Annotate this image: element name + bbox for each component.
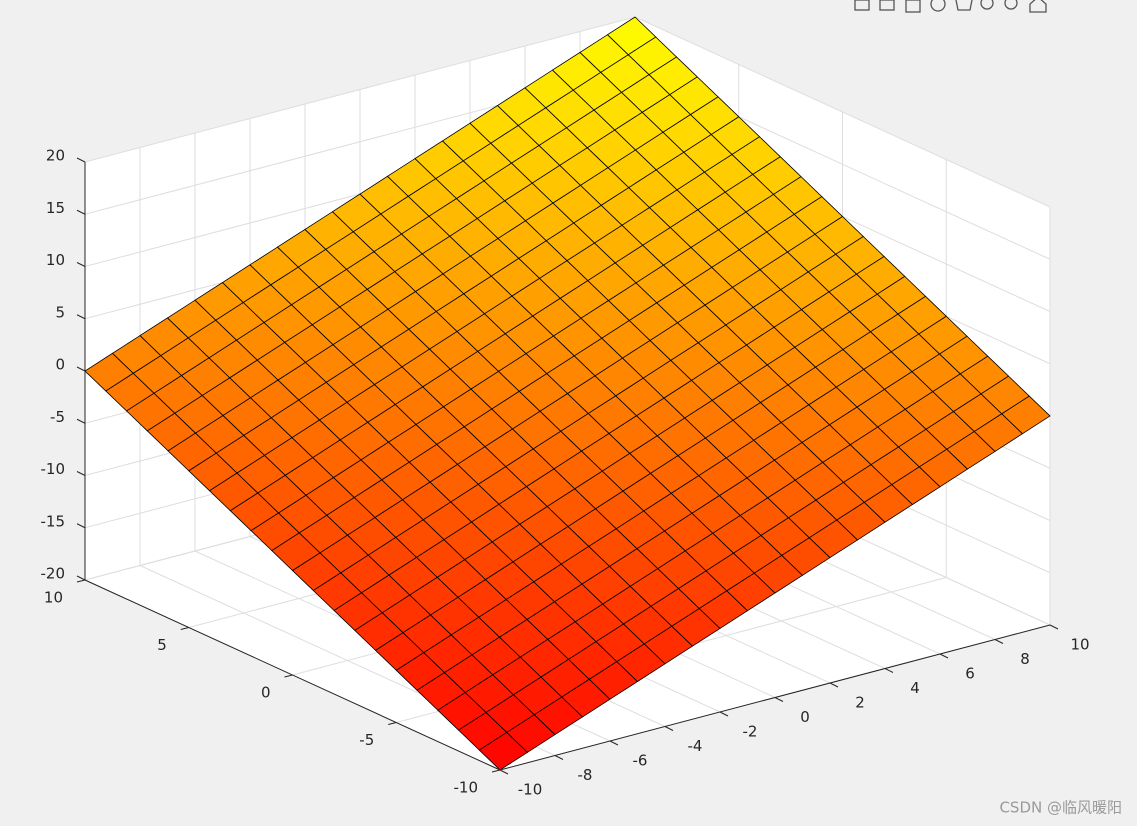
tool-zoom-out[interactable] bbox=[1004, 0, 1018, 10]
z-tick-label: -10 bbox=[41, 460, 66, 478]
z-tick-label: 10 bbox=[46, 251, 65, 269]
grid-line bbox=[84, 16, 636, 163]
x-tick bbox=[664, 726, 674, 731]
x-tick-label: 0 bbox=[800, 708, 810, 726]
grid-line bbox=[634, 16, 1051, 208]
z-tick bbox=[76, 366, 86, 372]
z-tick-label: 20 bbox=[46, 147, 65, 165]
x-tick-label: 4 bbox=[910, 679, 920, 697]
y-tick bbox=[180, 627, 189, 630]
z-tick bbox=[76, 209, 86, 215]
watermark: CSDN @临风暖阳 bbox=[999, 799, 1122, 817]
y-tick-label: 5 bbox=[157, 636, 167, 654]
tool-legend[interactable] bbox=[905, 0, 921, 13]
tool-home[interactable] bbox=[1029, 0, 1047, 13]
z-tick-label: 5 bbox=[55, 303, 65, 321]
y-tick bbox=[388, 722, 397, 725]
y-tick-label: -5 bbox=[359, 731, 374, 749]
axes: -10-8-6-4-20246810-10-50510-20-15-10-505… bbox=[41, 147, 1090, 799]
z-tick bbox=[76, 523, 86, 529]
x-tick-label: -8 bbox=[578, 766, 593, 784]
toolbar[interactable] bbox=[854, 0, 1047, 13]
x-tick bbox=[774, 697, 784, 702]
y-tick bbox=[284, 674, 293, 678]
x-tick bbox=[609, 740, 619, 746]
x-tick-label: -6 bbox=[633, 752, 648, 770]
y-tick-label: 10 bbox=[44, 589, 63, 607]
y-tick-label: 0 bbox=[261, 684, 271, 702]
y-tick bbox=[76, 579, 86, 583]
tool-zoom-in[interactable] bbox=[980, 0, 994, 10]
x-tick bbox=[884, 668, 894, 673]
z-tick-label: 0 bbox=[55, 356, 65, 374]
x-tick-label: 2 bbox=[855, 694, 865, 712]
surface bbox=[84, 16, 1051, 771]
surface-face bbox=[606, 16, 657, 56]
x-tick-label: -4 bbox=[688, 737, 703, 755]
x-tick bbox=[499, 769, 509, 775]
z-tick bbox=[76, 471, 86, 476]
tool-rotate[interactable] bbox=[930, 0, 946, 12]
x-tick-label: 10 bbox=[1070, 636, 1089, 654]
x-tick-label: -10 bbox=[518, 781, 543, 799]
x-tick bbox=[939, 653, 949, 659]
x-tick bbox=[1049, 624, 1059, 630]
tool-data-cursor[interactable] bbox=[879, 0, 895, 11]
z-tick bbox=[76, 575, 86, 581]
tool-brush[interactable] bbox=[854, 0, 870, 11]
z-tick-label: -5 bbox=[50, 408, 65, 426]
x-tick bbox=[829, 682, 839, 688]
z-tick bbox=[76, 262, 86, 267]
tool-pan[interactable] bbox=[955, 0, 973, 11]
x-tick-label: -2 bbox=[743, 723, 758, 741]
z-tick-label: -20 bbox=[41, 565, 66, 583]
z-tick bbox=[76, 418, 86, 424]
z-tick-label: -15 bbox=[41, 512, 66, 530]
x-tick bbox=[554, 755, 564, 760]
z-tick bbox=[76, 314, 86, 320]
y-tick bbox=[491, 769, 501, 773]
z-tick-label: 15 bbox=[46, 199, 65, 217]
z-tick bbox=[76, 157, 86, 163]
x-tick bbox=[719, 711, 729, 717]
x-tick-label: 6 bbox=[965, 665, 975, 683]
x-tick-label: 8 bbox=[1020, 650, 1030, 668]
y-tick-label: -10 bbox=[454, 779, 479, 797]
x-tick bbox=[994, 639, 1004, 644]
